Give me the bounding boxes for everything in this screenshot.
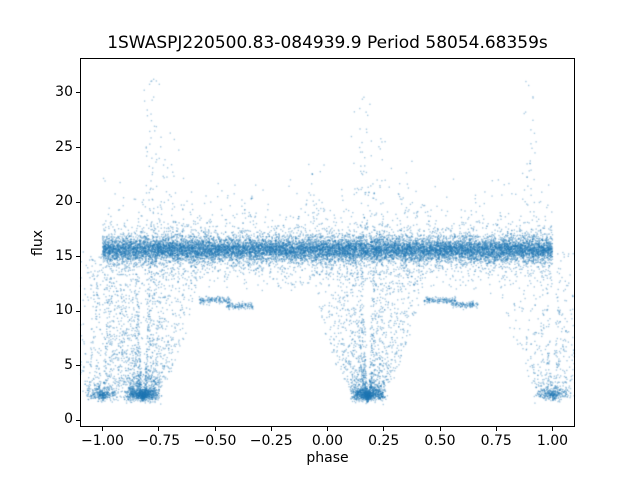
x-tick-label: 0.75 bbox=[480, 433, 512, 449]
x-tick-mark bbox=[270, 427, 272, 431]
x-tick-label: −0.50 bbox=[193, 433, 237, 449]
chart-title: 1SWASPJ220500.83-084939.9 Period 58054.6… bbox=[107, 33, 548, 53]
y-tick-label: 20 bbox=[55, 193, 73, 210]
y-tick-label: 10 bbox=[55, 302, 73, 319]
x-tick-label: −1.00 bbox=[81, 433, 124, 449]
x-tick-label: 1.00 bbox=[536, 433, 569, 449]
x-tick-label: 0.25 bbox=[368, 433, 400, 449]
x-tick-mark bbox=[158, 427, 160, 431]
y-tick-label: 30 bbox=[55, 83, 73, 100]
x-axis-label: phase bbox=[306, 450, 349, 466]
y-tick-label: 0 bbox=[64, 411, 73, 428]
x-tick-mark bbox=[102, 427, 103, 431]
y-tick-mark bbox=[76, 147, 80, 149]
y-tick-label: 5 bbox=[64, 356, 73, 373]
x-tick-mark bbox=[214, 427, 216, 431]
y-tick-mark bbox=[76, 256, 80, 258]
x-tick-label: 0.50 bbox=[424, 433, 456, 449]
y-tick-label: 25 bbox=[55, 138, 73, 155]
y-tick-mark bbox=[76, 419, 80, 421]
x-tick-mark bbox=[552, 427, 553, 431]
x-tick-mark bbox=[383, 427, 385, 431]
y-tick-mark bbox=[76, 365, 80, 367]
y-tick-label: 15 bbox=[55, 247, 73, 264]
x-tick-mark bbox=[439, 427, 441, 431]
plot-area-frame bbox=[80, 58, 575, 427]
x-tick-label: −0.75 bbox=[137, 433, 181, 449]
y-tick-mark bbox=[76, 201, 80, 203]
x-tick-mark bbox=[495, 427, 497, 431]
y-tick-mark bbox=[76, 310, 80, 312]
y-tick-mark bbox=[76, 92, 80, 94]
x-tick-label: −0.25 bbox=[249, 433, 293, 449]
x-tick-label: 0.00 bbox=[311, 433, 344, 449]
x-tick-mark bbox=[327, 427, 328, 431]
